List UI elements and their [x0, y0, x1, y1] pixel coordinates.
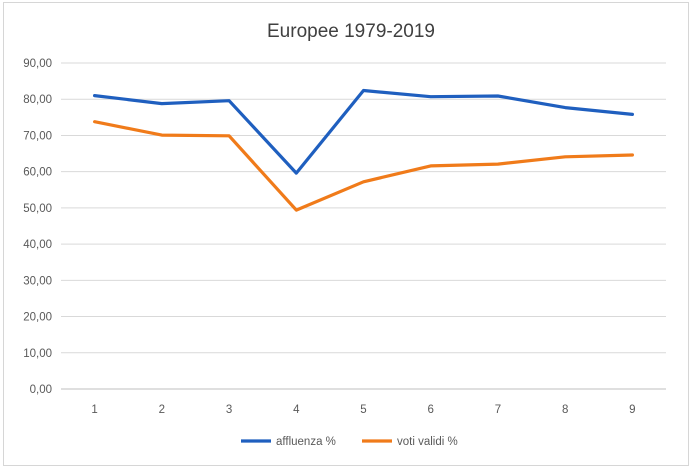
- y-axis-tick-labels: 0,00 10,00 20,00 30,00 40,00 50,00 60,00 70,00 8…: [23, 58, 52, 396]
- y-tick-label: 20,00: [23, 312, 52, 324]
- y-tick-label: 40,00: [23, 239, 52, 251]
- x-tick-label: 3: [226, 404, 232, 416]
- x-tick-label: 2: [159, 404, 165, 416]
- series-lines: [92, 88, 635, 212]
- y-tick-label: 30,00: [23, 275, 52, 287]
- x-axis-tick-labels: 1 2 3 4 5 6 7 8 9: [91, 404, 635, 416]
- x-tick-label: 7: [495, 404, 501, 416]
- y-tick-label: 90,00: [23, 58, 52, 70]
- gridlines: [61, 62, 666, 390]
- x-tick-label: 5: [360, 404, 366, 416]
- y-tick-label: 10,00: [23, 348, 52, 360]
- y-tick-label: 70,00: [23, 130, 52, 142]
- series-line-voti-validi: [92, 120, 635, 212]
- x-tick-label: 9: [629, 404, 635, 416]
- x-tick-label: 6: [428, 404, 434, 416]
- x-tick-label: 4: [293, 404, 300, 416]
- y-tick-label: 80,00: [23, 94, 52, 106]
- legend: affluenza % voti validi %: [241, 436, 458, 448]
- series-line-affluenza: [92, 88, 635, 175]
- legend-label-voti-validi: voti validi %: [397, 436, 458, 448]
- y-tick-label: 60,00: [23, 167, 52, 179]
- y-tick-label: 0,00: [30, 384, 52, 396]
- x-tick-label: 1: [91, 404, 97, 416]
- y-tick-label: 50,00: [23, 203, 52, 215]
- x-tick-label: 8: [562, 404, 568, 416]
- legend-label-affluenza: affluenza %: [276, 436, 336, 448]
- chart-title: Europee 1979-2019: [267, 21, 435, 42]
